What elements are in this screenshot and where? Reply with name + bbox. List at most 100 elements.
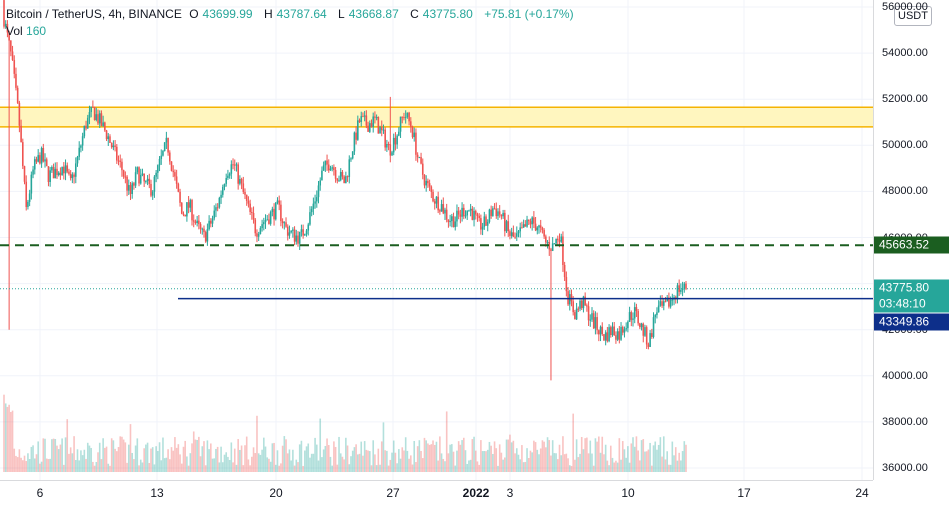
candle-body: [363, 115, 366, 117]
volume-bar: [8, 404, 10, 472]
volume-bar: [452, 451, 455, 472]
volume-bar: [69, 447, 72, 472]
candle-body: [565, 277, 568, 292]
time-axis[interactable]: 6 13 20 27 2022 3 10 17 24: [0, 480, 873, 507]
volume-bar: [591, 453, 593, 472]
volume-bar: [194, 439, 197, 472]
symbol-title[interactable]: Bitcoin / TetherUS, 4h, BINANCE: [6, 7, 182, 21]
volume-bar: [468, 460, 470, 472]
volume-bar: [88, 445, 91, 472]
candle-body: [680, 290, 682, 292]
volume-bar: [451, 444, 453, 472]
candle-body: [198, 220, 200, 225]
candle-body: [141, 173, 144, 175]
candle-body: [654, 315, 657, 318]
volume-bar: [647, 449, 650, 472]
volume-bar: [304, 450, 306, 472]
candle-body: [105, 130, 108, 140]
candle-body: [599, 326, 602, 335]
candle-body: [4, 23, 7, 27]
volume-bar: [312, 453, 315, 472]
volume-bar: [553, 453, 556, 472]
volume-bar: [251, 456, 253, 472]
price-axis[interactable]: USDT 56000.00 54000.00 52000.00 50000.00 480…: [873, 0, 949, 480]
currency-button[interactable]: USDT: [894, 6, 932, 26]
candle-body: [61, 166, 63, 176]
volume-bar: [577, 457, 580, 472]
volume-bar: [521, 445, 523, 472]
candle-body: [218, 197, 221, 208]
support-price-label: 43349.86: [874, 313, 949, 331]
volume-bar: [618, 438, 621, 472]
volume-bar: [174, 437, 176, 472]
candle-body: [112, 145, 115, 148]
volume-bar: [233, 448, 236, 472]
candle-body: [464, 215, 467, 217]
volume-bar: [191, 443, 193, 472]
volume-bar: [497, 465, 499, 472]
candle-body: [297, 235, 299, 244]
volume-bar: [37, 441, 39, 472]
volume-bar: [531, 452, 533, 472]
volume-bar: [423, 437, 426, 472]
volume-bar: [196, 439, 198, 472]
volume-bar: [483, 451, 486, 472]
volume-bar: [398, 449, 400, 472]
open-value: 43699.99: [202, 7, 253, 21]
candlestick-chart[interactable]: [0, 0, 873, 480]
volume-bar: [240, 445, 243, 472]
candle-body: [442, 204, 445, 214]
volume-bar: [32, 445, 34, 472]
candle-body: [8, 32, 10, 41]
candle-body: [683, 283, 686, 289]
candle-body: [365, 115, 368, 126]
volume-bar: [288, 449, 291, 472]
candle-body: [358, 120, 361, 122]
volume-bar: [22, 460, 24, 472]
candle-body: [47, 166, 50, 183]
volume-bar: [685, 444, 687, 472]
candle-body: [522, 224, 525, 228]
candle-body: [642, 323, 645, 336]
volume-bar: [228, 460, 231, 472]
candle-body: [242, 183, 245, 192]
volume-bar: [143, 448, 145, 472]
volume-bar: [493, 441, 496, 472]
time-tick: 13: [150, 486, 164, 500]
candle-body: [186, 202, 188, 217]
volume-bar: [473, 436, 475, 472]
volume-bar: [218, 462, 221, 472]
price-tick: 56000.00: [882, 1, 928, 13]
volume-bar: [613, 462, 616, 472]
volume-bar: [71, 453, 74, 472]
candle-body: [550, 249, 552, 251]
candle-body: [469, 208, 472, 211]
volume-bar: [548, 440, 551, 472]
candle-body: [382, 129, 385, 131]
volume-bar: [403, 450, 405, 472]
candle-body: [591, 313, 593, 320]
volume-bar: [651, 465, 653, 472]
candle-body: [122, 170, 125, 177]
resistance-zone: [0, 107, 873, 127]
candle-body: [592, 313, 595, 329]
candle-body: [548, 242, 551, 250]
candle-body: [59, 172, 62, 176]
volume-bar: [329, 456, 332, 472]
candle-body: [85, 125, 87, 129]
chart-area[interactable]: Bitcoin / TetherUS, 4h, BINANCE O 43699.9…: [0, 0, 873, 480]
candle-body: [56, 168, 58, 176]
volume-bar: [74, 460, 77, 472]
candle-body: [339, 171, 342, 181]
volume-bar: [502, 459, 504, 472]
candle-body: [666, 297, 668, 302]
volume-bar: [155, 446, 157, 472]
candle-body: [418, 157, 421, 159]
volume-bar: [213, 458, 216, 472]
volume-bar: [215, 448, 217, 472]
volume-bar: [461, 440, 463, 472]
volume-bar: [239, 449, 241, 472]
candle-body: [25, 181, 28, 207]
volume-bar: [51, 439, 53, 472]
volume-bar: [584, 438, 586, 472]
